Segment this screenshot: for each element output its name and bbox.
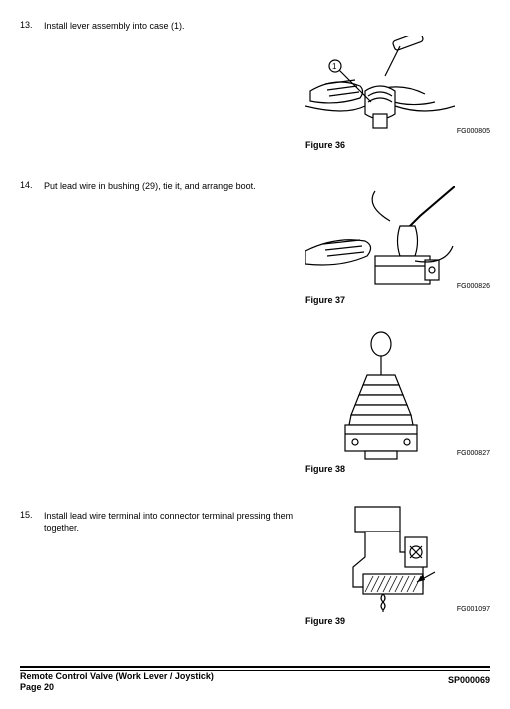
step-text: Install lead wire terminal into connecto… xyxy=(44,510,304,534)
svg-text:1: 1 xyxy=(332,62,337,71)
step-15: 15. Install lead wire terminal into conn… xyxy=(20,510,304,534)
figure-caption: Figure 37 xyxy=(305,295,485,305)
figure-caption: Figure 39 xyxy=(305,616,485,626)
figure-caption: Figure 38 xyxy=(305,464,485,474)
figure-code: FG001097 xyxy=(457,606,490,613)
step-number: 15. xyxy=(20,510,44,520)
figure-39-image xyxy=(305,502,455,612)
footer-page: Page 20 xyxy=(20,682,54,692)
step-13: 13. Install lever assembly into case (1)… xyxy=(20,20,185,32)
step-14: 14. Put lead wire in bushing (29), tie i… xyxy=(20,180,256,192)
figure-caption: Figure 36 xyxy=(305,140,485,150)
figure-37-image xyxy=(305,186,455,291)
footer-title: Remote Control Valve (Work Lever / Joyst… xyxy=(20,671,214,681)
figure-36-image: 1 xyxy=(305,36,455,136)
step-number: 14. xyxy=(20,180,44,190)
footer-doc-code: SP000069 xyxy=(448,675,490,685)
step-number: 13. xyxy=(20,20,44,30)
step-text: Put lead wire in bushing (29), tie it, a… xyxy=(44,180,256,192)
figure-38-image xyxy=(305,330,455,460)
figure-code: FG000827 xyxy=(457,450,490,457)
footer-left: Remote Control Valve (Work Lever / Joyst… xyxy=(20,671,214,694)
page: 13. Install lever assembly into case (1)… xyxy=(0,0,510,709)
figure-code: FG000826 xyxy=(457,283,490,290)
step-text: Install lever assembly into case (1). xyxy=(44,20,185,32)
figure-code: FG000805 xyxy=(457,128,490,135)
